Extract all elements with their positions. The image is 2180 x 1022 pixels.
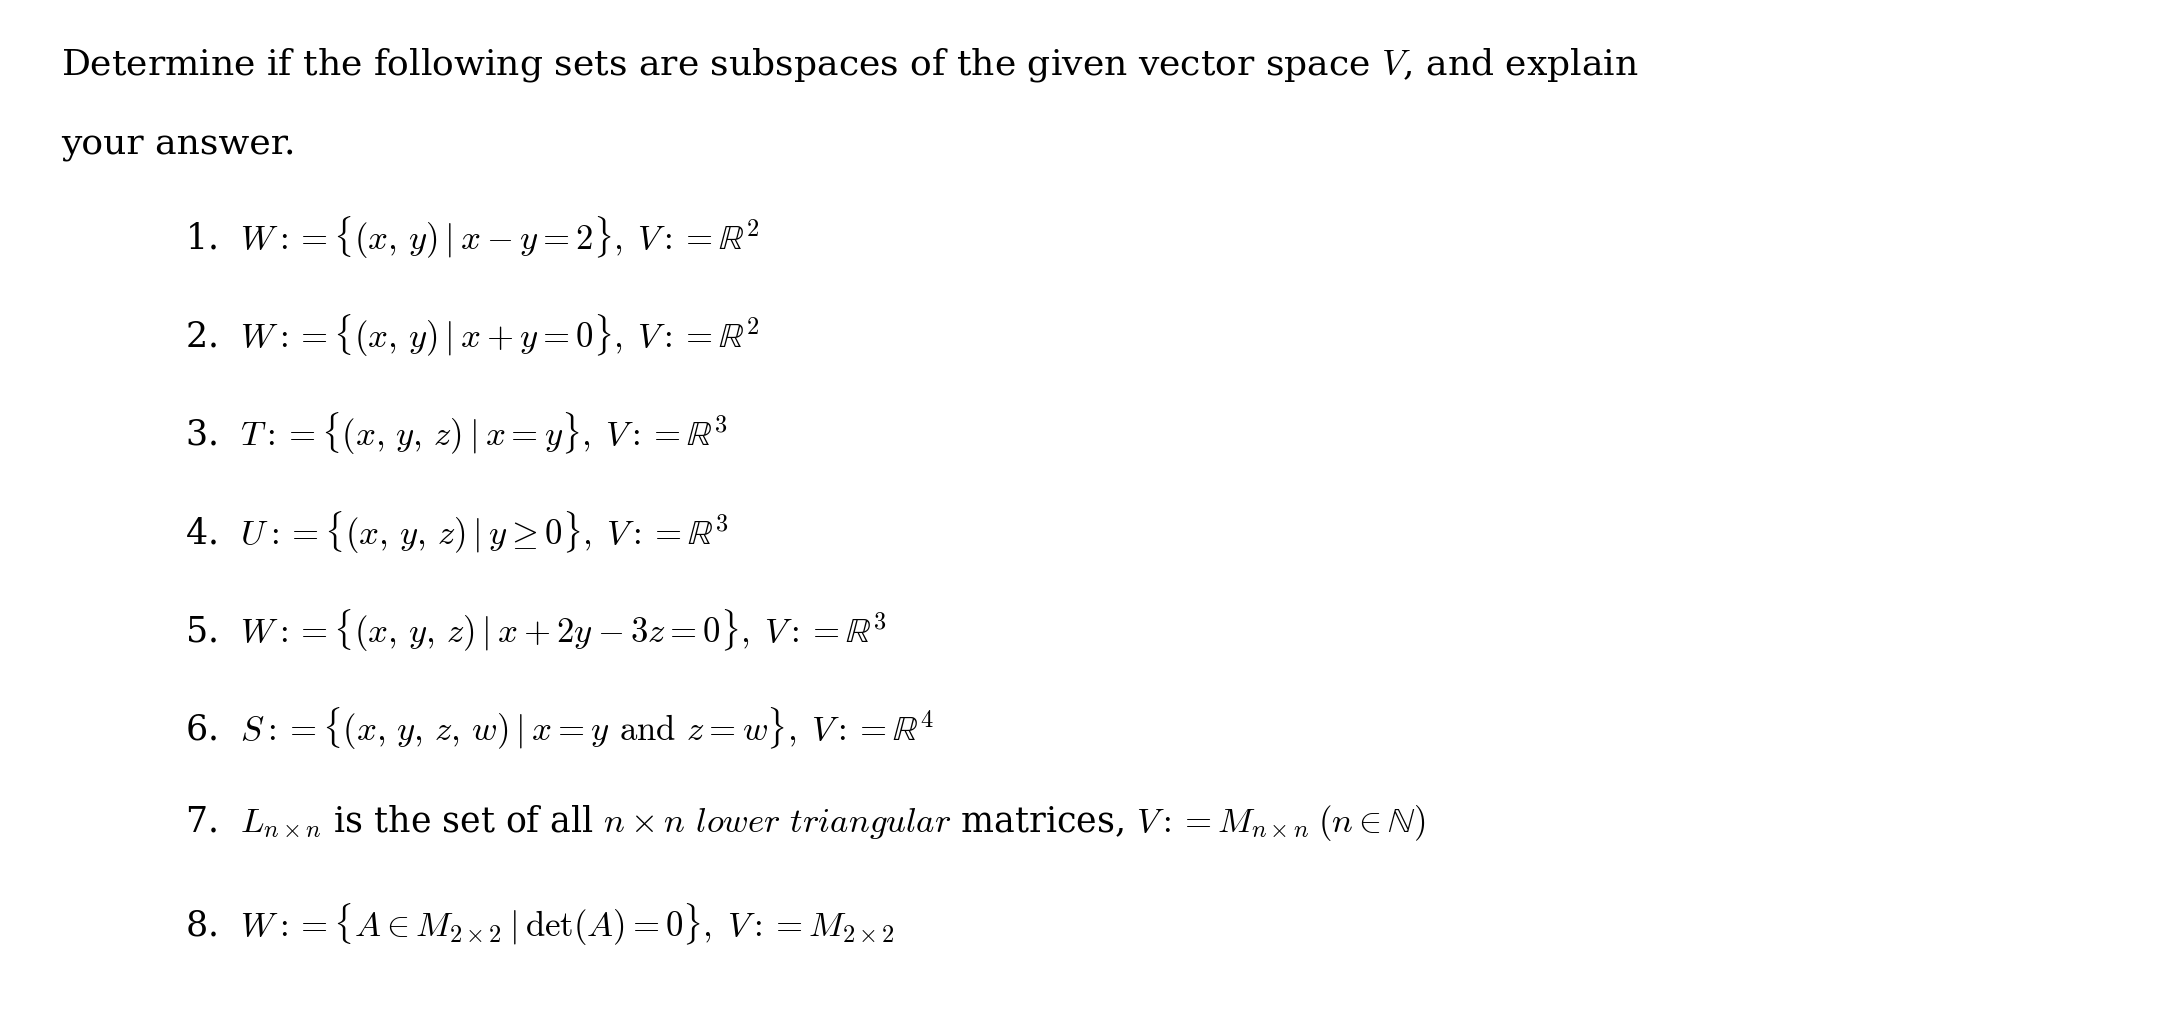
Text: 2.  $W := \{(x,\, y) \mid x + y = 0\},\; V := \mathbb{R}^2$: 2. $W := \{(x,\, y) \mid x + y = 0\},\; … xyxy=(185,313,761,360)
Text: Determine if the following sets are subspaces of the given vector space $V$, and: Determine if the following sets are subs… xyxy=(61,46,1639,84)
Text: 3.  $T := \{(x,\, y,\, z) \mid x = y\},\; V := \mathbb{R}^3$: 3. $T := \{(x,\, y,\, z) \mid x = y\},\;… xyxy=(185,411,728,458)
Text: 4.  $U := \{(x,\, y,\, z) \mid y \geq 0\},\; V := \mathbb{R}^3$: 4. $U := \{(x,\, y,\, z) \mid y \geq 0\}… xyxy=(185,509,728,556)
Text: 7.  $L_{n\times n}$ is the set of all $n \times n$ $\mathit{lower\ triangular}$ : 7. $L_{n\times n}$ is the set of all $n … xyxy=(185,803,1426,843)
Text: 6.  $S := \{(x,\, y,\, z,\, w) \mid x = y \text{ and } z = w\},\; V := \mathbb{R: 6. $S := \{(x,\, y,\, z,\, w) \mid x = y… xyxy=(185,705,933,752)
Text: 8.  $W := \{A \in M_{2\times 2} \mid \det(A) = 0\},\; V := M_{2\times 2}$: 8. $W := \{A \in M_{2\times 2} \mid \det… xyxy=(185,901,896,948)
Text: your answer.: your answer. xyxy=(61,128,296,161)
Text: 5.  $W := \{(x,\, y,\, z) \mid x + 2y - 3z = 0\},\; V := \mathbb{R}^3$: 5. $W := \{(x,\, y,\, z) \mid x + 2y - 3… xyxy=(185,607,887,654)
Text: 1.  $W := \{(x,\, y) \mid x - y = 2\},\; V := \mathbb{R}^2$: 1. $W := \{(x,\, y) \mid x - y = 2\},\; … xyxy=(185,215,761,262)
